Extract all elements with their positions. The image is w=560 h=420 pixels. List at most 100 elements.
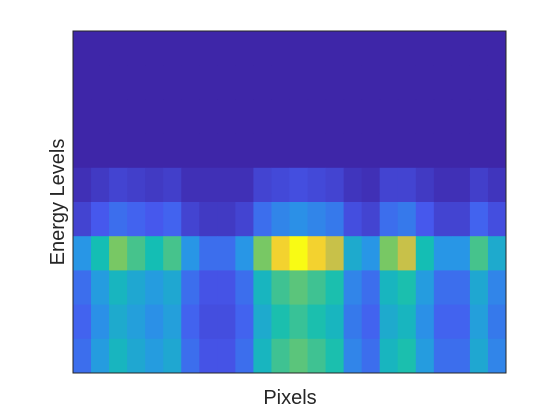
heatmap-cell bbox=[271, 167, 290, 203]
heatmap-cell bbox=[109, 202, 128, 237]
heatmap-cell bbox=[433, 65, 453, 100]
heatmap-cell bbox=[109, 65, 128, 100]
heatmap-cell bbox=[397, 99, 417, 135]
heatmap-cell bbox=[181, 65, 200, 100]
heatmap-cell bbox=[361, 65, 381, 100]
heatmap-cell bbox=[325, 304, 345, 340]
heatmap-cell bbox=[217, 202, 236, 237]
heatmap-cell bbox=[145, 65, 164, 100]
heatmap-cell bbox=[469, 31, 489, 66]
heatmap-cell bbox=[199, 65, 218, 100]
heatmap-cell bbox=[415, 65, 435, 100]
y-axis-label: Energy Levels bbox=[47, 139, 69, 266]
heatmap-cell bbox=[145, 202, 164, 237]
heatmap-cell bbox=[379, 236, 399, 271]
heatmap-cell bbox=[73, 304, 92, 340]
heatmap-cell bbox=[127, 236, 146, 271]
heatmap-cell bbox=[289, 65, 309, 100]
heatmap-cell bbox=[307, 133, 327, 169]
heatmap-cell bbox=[199, 338, 218, 374]
heatmap-cell bbox=[379, 338, 399, 374]
heatmap-cell bbox=[163, 270, 182, 306]
heatmap-cell bbox=[199, 236, 218, 271]
heatmap-cell bbox=[325, 65, 345, 100]
heatmap-cell bbox=[433, 304, 453, 340]
heatmap-cell bbox=[235, 338, 254, 374]
heatmap-cell bbox=[127, 304, 146, 340]
heatmap-cell bbox=[91, 304, 110, 340]
heatmap-cell bbox=[235, 236, 254, 271]
heatmap-cell bbox=[397, 202, 417, 237]
heatmap-cell bbox=[487, 31, 507, 66]
heatmap-cell bbox=[253, 270, 272, 306]
heatmap-cell bbox=[451, 133, 471, 169]
heatmap-cell bbox=[289, 133, 309, 169]
heatmap-cell bbox=[397, 270, 417, 306]
heatmap-cell bbox=[271, 31, 290, 66]
heatmap-cell bbox=[433, 133, 453, 169]
heatmap-cell bbox=[343, 31, 363, 66]
heatmap-cell bbox=[235, 99, 254, 135]
heatmap-cell bbox=[181, 99, 200, 135]
heatmap-cell bbox=[361, 270, 381, 306]
heatmap-cell bbox=[109, 236, 128, 271]
heatmap-cell bbox=[109, 304, 128, 340]
heatmap-cell bbox=[145, 304, 164, 340]
heatmap-cell bbox=[163, 304, 182, 340]
heatmap-cell bbox=[433, 338, 453, 374]
heatmap-cell bbox=[217, 236, 236, 271]
heatmap-cell bbox=[307, 304, 327, 340]
heatmap-cell bbox=[343, 65, 363, 100]
heatmap-cell bbox=[451, 31, 471, 66]
heatmap-cell bbox=[235, 304, 254, 340]
heatmap-cell bbox=[433, 236, 453, 271]
heatmap-cell bbox=[73, 236, 92, 271]
heatmap-cell bbox=[235, 31, 254, 66]
heatmap-cell bbox=[271, 304, 290, 340]
heatmap-cell bbox=[73, 202, 92, 237]
heatmap-cell bbox=[325, 236, 345, 271]
heatmap-cell bbox=[163, 167, 182, 203]
heatmap-cell bbox=[253, 99, 272, 135]
heatmap-cell bbox=[289, 338, 309, 374]
heatmap-cell bbox=[397, 31, 417, 66]
heatmap-cell bbox=[379, 133, 399, 169]
heatmap-cell bbox=[289, 202, 309, 237]
heatmap-cell bbox=[91, 31, 110, 66]
heatmap-cell bbox=[127, 65, 146, 100]
heatmap-cell bbox=[235, 270, 254, 306]
heatmap-cell bbox=[487, 304, 507, 340]
heatmap-cell bbox=[487, 99, 507, 135]
heatmap-cell bbox=[289, 31, 309, 66]
heatmap-cell bbox=[433, 31, 453, 66]
heatmap-cell bbox=[397, 65, 417, 100]
heatmap-cell bbox=[451, 202, 471, 237]
heatmap-cell bbox=[163, 31, 182, 66]
heatmap-cell bbox=[109, 270, 128, 306]
heatmap-cell bbox=[73, 31, 92, 66]
heatmap-cell bbox=[145, 236, 164, 271]
heatmap-cell bbox=[289, 167, 309, 203]
heatmap-cell bbox=[163, 202, 182, 237]
heatmap-cell bbox=[235, 65, 254, 100]
heatmap-cell bbox=[469, 338, 489, 374]
heatmap-cell bbox=[127, 167, 146, 203]
heatmap-cell bbox=[397, 236, 417, 271]
heatmap-cell bbox=[487, 338, 507, 374]
heatmap-cell bbox=[487, 65, 507, 100]
heatmap-cell bbox=[307, 65, 327, 100]
heatmap-cell bbox=[145, 99, 164, 135]
heatmap-cell bbox=[91, 338, 110, 374]
heatmap-cell bbox=[451, 338, 471, 374]
heatmap-cell bbox=[253, 65, 272, 100]
heatmap-cell bbox=[235, 133, 254, 169]
heatmap-cell bbox=[109, 133, 128, 169]
heatmap-cell bbox=[145, 31, 164, 66]
heatmap-cell bbox=[181, 338, 200, 374]
heatmap-cell bbox=[289, 99, 309, 135]
heatmap-cell bbox=[307, 167, 327, 203]
heatmap-cell bbox=[433, 99, 453, 135]
heatmap-cell bbox=[379, 167, 399, 203]
heatmap-cell bbox=[325, 167, 345, 203]
heatmap-cell bbox=[289, 270, 309, 306]
